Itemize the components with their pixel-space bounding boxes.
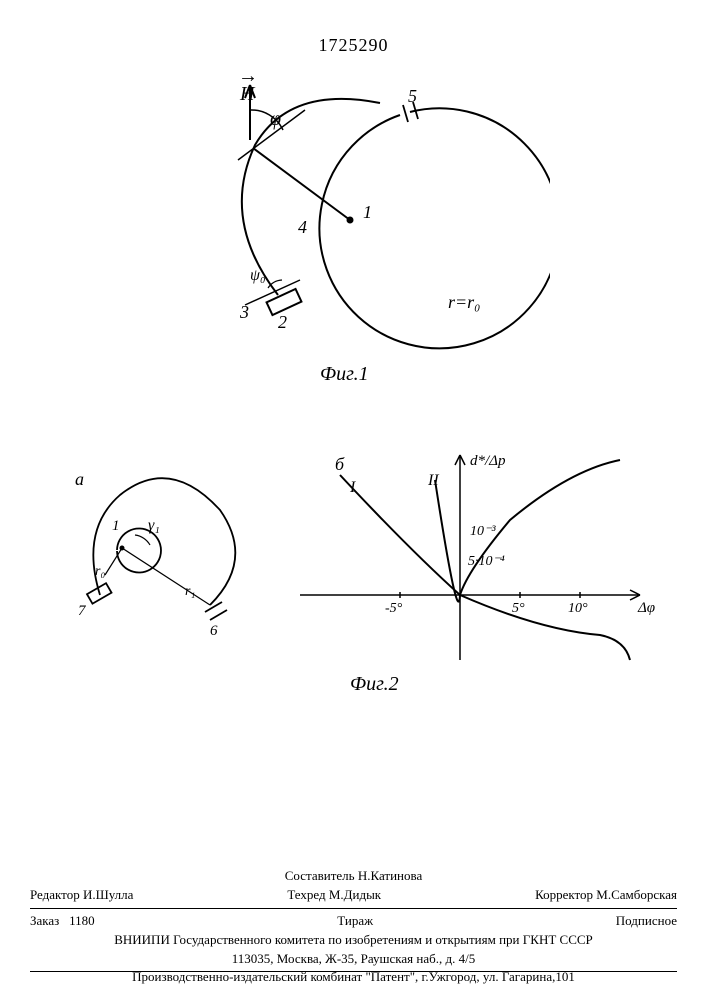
fig2b-panel-label: б xyxy=(335,454,345,474)
teched-label: Техред xyxy=(287,887,325,902)
figure-1: → H φ 1 4 5 ψ₀ 3 2 r=r₀ Фиг.1 xyxy=(150,70,550,390)
org-line1: ВНИИПИ Государственного комитета по изоб… xyxy=(30,932,677,949)
footer-line: Производственно-издательский комбинат "П… xyxy=(0,969,707,985)
org-line2: 113035, Москва, Ж-35, Раушская наб., д. … xyxy=(30,951,677,968)
fig2a-r0-label: r₀ xyxy=(95,564,105,579)
fig1-caption: Фиг.1 xyxy=(320,363,369,385)
corrector-label: Корректор xyxy=(535,887,593,902)
fig2b-xtick-2: 10° xyxy=(568,601,588,616)
editor-name: И.Шулла xyxy=(83,887,133,902)
credits-block: Составитель Н.Катинова Редактор И.Шулла … xyxy=(30,868,677,976)
fig2-caption: Фиг.2 xyxy=(350,673,399,695)
document-number: 1725290 xyxy=(0,35,707,56)
fig2a-r1-label: r₁ xyxy=(185,584,195,599)
fig1-label-2: 2 xyxy=(278,312,287,332)
subscribed-label: Подписное xyxy=(616,913,677,930)
fig2a-label-7: 7 xyxy=(78,603,87,619)
fig2b-x-axis-label: Δφ xyxy=(637,600,655,616)
fig1-label-1: 1 xyxy=(363,202,372,222)
fig1-phi-label: φ xyxy=(270,108,281,130)
fig1-label-5: 5 xyxy=(408,86,417,106)
fig2b-y-axis-label: d*/Δp xyxy=(470,453,506,469)
figure-2: а 1 γ₁ r₀ r₁ 7 6 xyxy=(40,430,660,710)
fig2b-ytick-0: 10⁻³ xyxy=(470,524,496,539)
fig1-psi0-label: ψ₀ xyxy=(250,267,266,284)
order-label: Заказ xyxy=(30,913,59,928)
fig2b-xtick-1: 5° xyxy=(512,601,525,616)
fig2a-label-1: 1 xyxy=(112,518,120,534)
rule-1 xyxy=(30,908,677,909)
fig1-H-label: H xyxy=(239,83,256,105)
editor-label: Редактор xyxy=(30,887,80,902)
tirazh-label: Тираж xyxy=(337,913,373,930)
fig1-r-eq-r0-label: r=r₀ xyxy=(448,292,480,312)
teched-name: М.Дидык xyxy=(329,887,381,902)
fig1-label-4: 4 xyxy=(298,217,307,237)
fig1-label-3: 3 xyxy=(239,302,249,322)
compiler-label: Составитель xyxy=(285,868,355,883)
compiler-name: Н.Катинова xyxy=(358,868,422,883)
fig2b-xtick-0: -5° xyxy=(385,601,403,616)
order-num: 1180 xyxy=(69,913,95,928)
fig2b-ytick-1: 5·10⁻⁴ xyxy=(468,554,505,569)
fig2a-gamma1-label: γ₁ xyxy=(148,517,160,534)
fig2a-panel-label: а xyxy=(75,469,84,489)
corrector-name: М.Самборская xyxy=(596,887,677,902)
fig2b-curve-I: I xyxy=(349,479,356,496)
fig2b-curve-II: II xyxy=(427,472,439,489)
fig2a-label-6: 6 xyxy=(210,623,218,639)
